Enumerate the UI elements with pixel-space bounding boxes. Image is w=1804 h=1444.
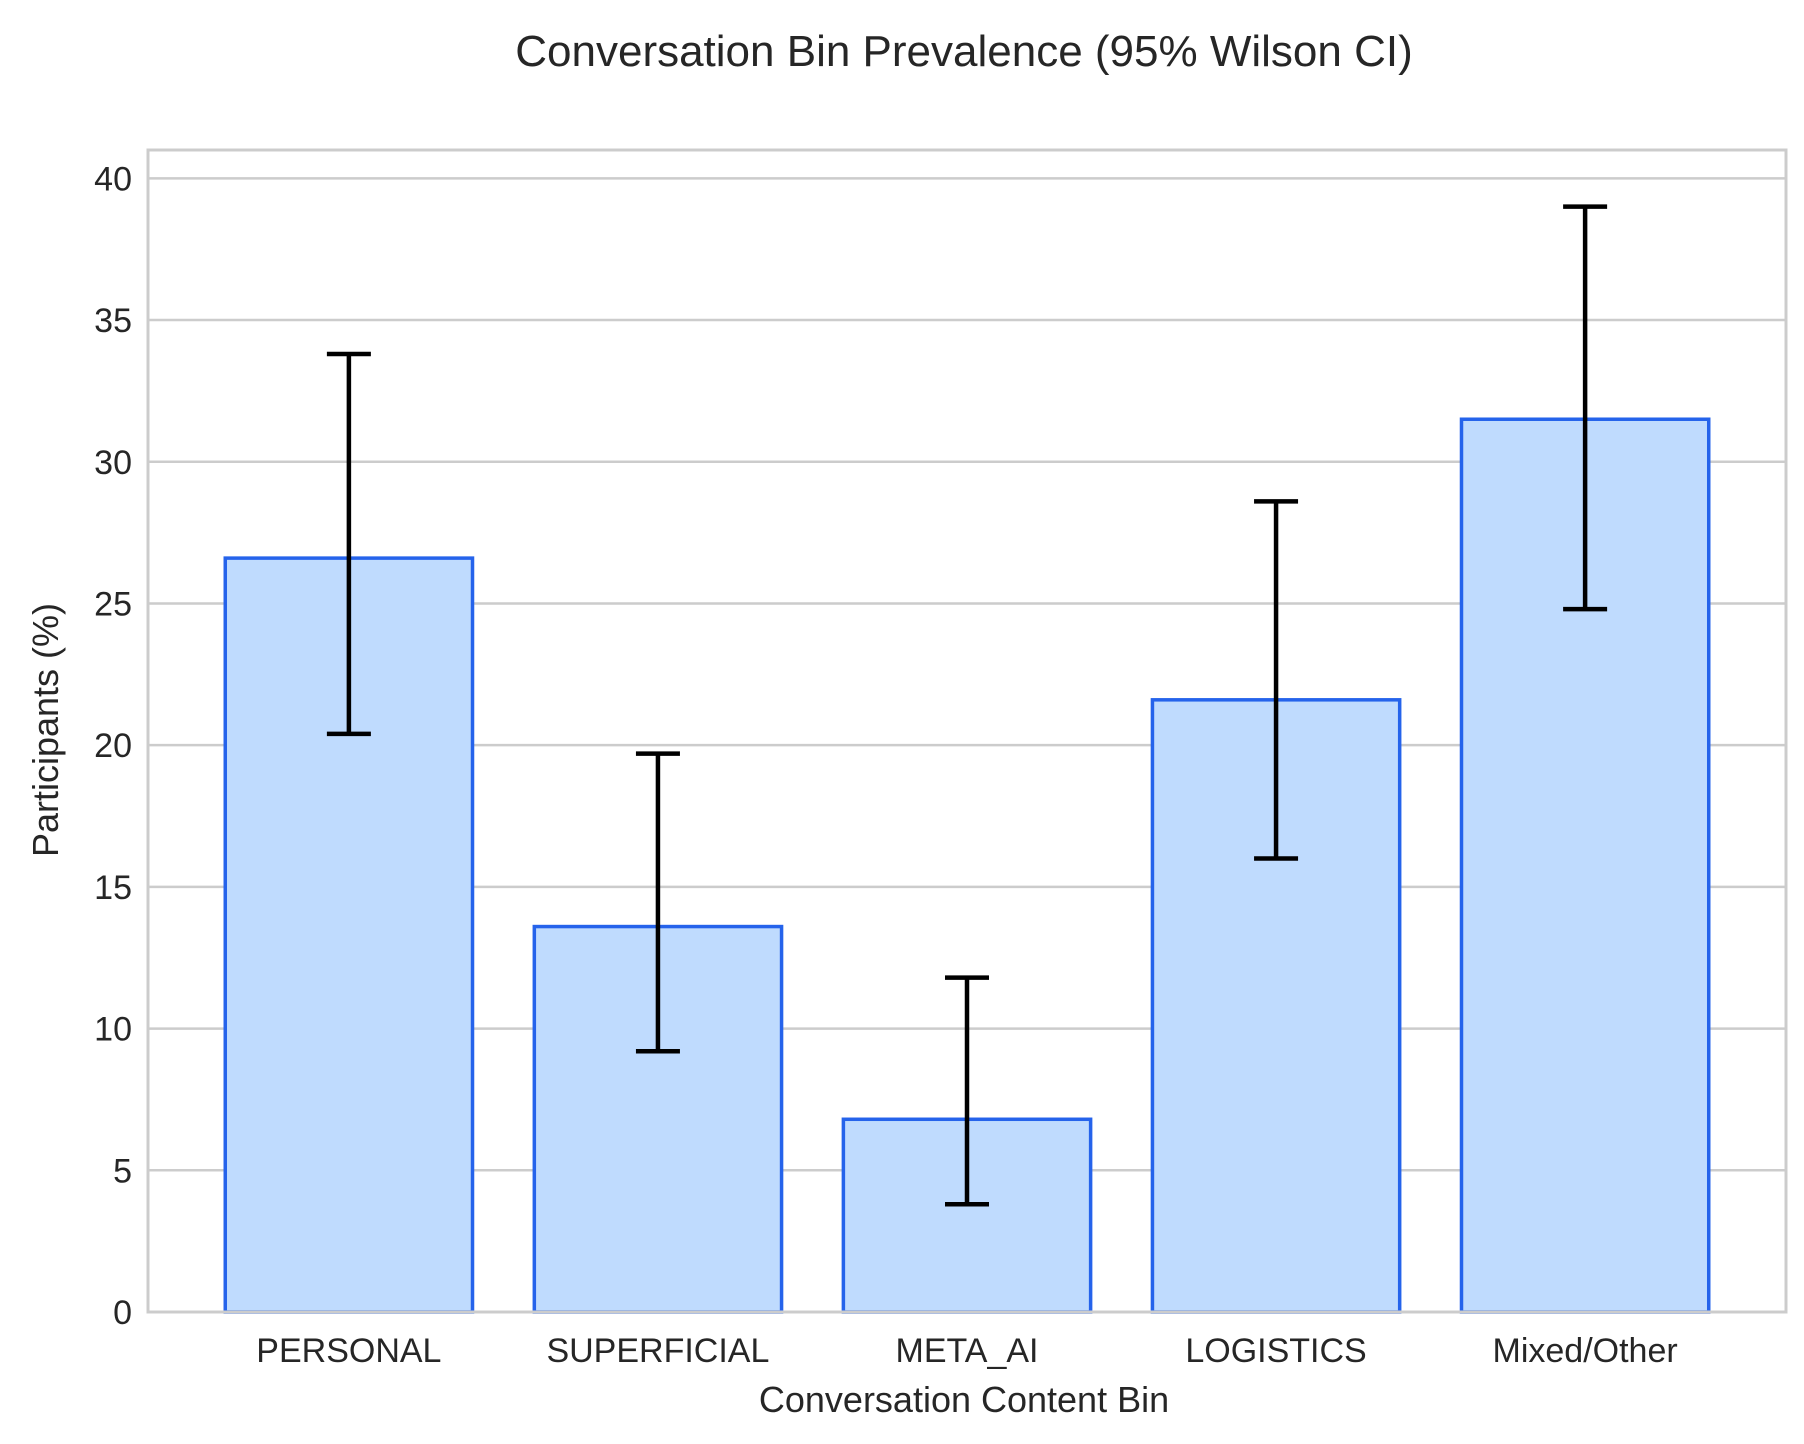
bar — [1150, 698, 1402, 1314]
y-tick-label: 10 — [94, 1011, 132, 1049]
x-tick-label: SUPERFICIAL — [546, 1332, 769, 1370]
x-tick-label: Mixed/Other — [1493, 1332, 1678, 1370]
x-axis-label: Conversation Content Bin — [759, 1379, 1169, 1420]
x-tick-label: PERSONAL — [256, 1332, 441, 1370]
y-axis-label: Participants (%) — [25, 603, 66, 857]
y-tick-labels: 0 5 10 15 20 25 30 35 40 — [94, 160, 132, 1332]
plot-frame — [146, 148, 1788, 1314]
y-tick-label: 20 — [94, 727, 132, 765]
y-tick-label: 25 — [94, 585, 132, 623]
chart-title: Conversation Bin Prevalence (95% Wilson … — [515, 27, 1413, 76]
y-tick-label: 35 — [94, 302, 132, 340]
y-tick-label: 15 — [94, 869, 132, 907]
y-tick-label: 30 — [94, 444, 132, 482]
x-tick-label: LOGISTICS — [1185, 1332, 1366, 1370]
y-tick-label: 5 — [113, 1152, 132, 1190]
x-tick-label: META_AI — [896, 1332, 1039, 1370]
x-tick-labels: PERSONAL SUPERFICIAL META_AI LOGISTICS Mixed… — [256, 1332, 1677, 1370]
error-bars — [326, 204, 1608, 1207]
y-tick-label: 40 — [94, 160, 132, 198]
y-tick-label: 0 — [113, 1294, 132, 1332]
